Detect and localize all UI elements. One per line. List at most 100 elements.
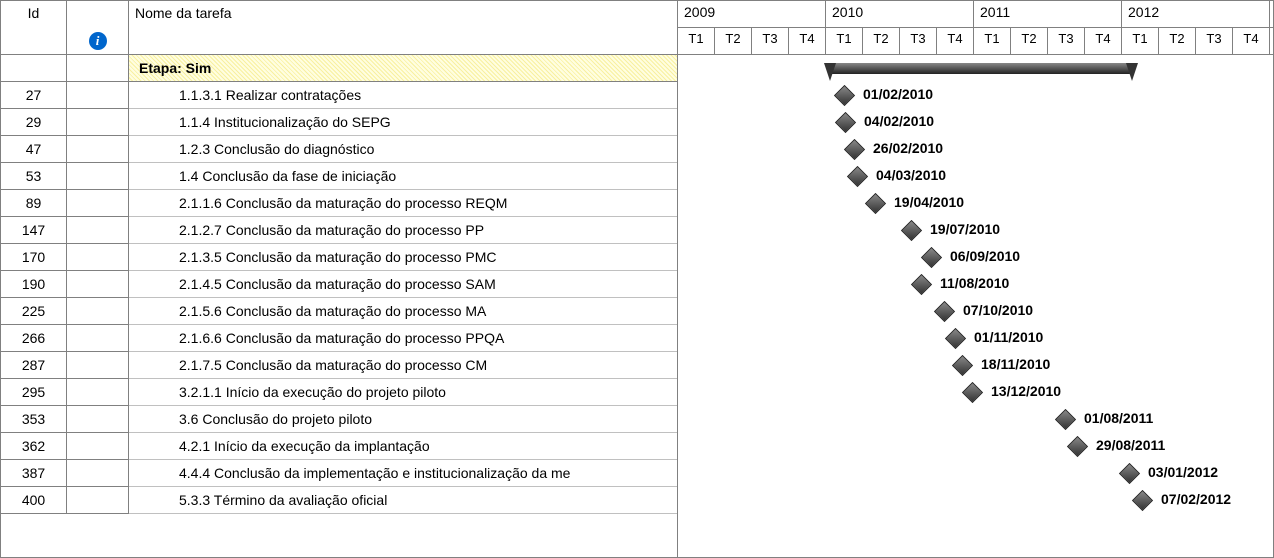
table-row[interactable]: 147 2.1.2.7 Conclusão da maturação do pr… — [1, 217, 677, 244]
milestone-date-label: 04/03/2010 — [876, 167, 946, 183]
quarter-header[interactable]: T1 — [1122, 28, 1159, 54]
milestone-diamond[interactable] — [844, 139, 865, 160]
quarter-header[interactable]: T4 — [789, 28, 826, 54]
table-row[interactable]: 387 4.4.4 Conclusão da implementação e i… — [1, 460, 677, 487]
table-row[interactable]: 295 3.2.1.1 Início da execução do projet… — [1, 379, 677, 406]
quarter-header[interactable]: T2 — [715, 28, 752, 54]
info-icon: i — [89, 32, 107, 50]
cell-task-group: Etapa: Sim — [129, 55, 677, 82]
table-row[interactable]: 190 2.1.4.5 Conclusão da maturação do pr… — [1, 271, 677, 298]
cell-id: 353 — [1, 406, 67, 433]
milestone-date-label: 29/08/2011 — [1096, 437, 1165, 453]
quarter-header[interactable]: T3 — [900, 28, 937, 54]
milestone-diamond[interactable] — [901, 220, 922, 241]
gantt-row: 29/08/2011 — [678, 433, 1273, 460]
quarter-header[interactable]: T3 — [1048, 28, 1085, 54]
table-row[interactable]: 89 2.1.1.6 Conclusão da maturação do pro… — [1, 190, 677, 217]
gantt-row: 07/10/2010 — [678, 298, 1273, 325]
gantt-area[interactable]: 01/02/201004/02/201026/02/201004/03/2010… — [678, 55, 1273, 557]
milestone-diamond[interactable] — [1055, 409, 1076, 430]
milestone-date-label: 07/02/2012 — [1161, 491, 1231, 507]
table-row[interactable]: 266 2.1.6.6 Conclusão da maturação do pr… — [1, 325, 677, 352]
milestone-diamond[interactable] — [934, 301, 955, 322]
quarter-header[interactable]: T4 — [1233, 28, 1270, 54]
milestone-date-label: 13/12/2010 — [991, 383, 1061, 399]
milestone-diamond[interactable] — [911, 274, 932, 295]
table-row[interactable]: 53 1.4 Conclusão da fase de iniciação — [1, 163, 677, 190]
cell-info — [67, 55, 129, 82]
gantt-row: 18/11/2010 — [678, 352, 1273, 379]
cell-id: 27 — [1, 82, 67, 109]
milestone-diamond[interactable] — [834, 85, 855, 106]
quarter-header[interactable]: T3 — [752, 28, 789, 54]
table-row[interactable]: 362 4.2.1 Início da execução da implanta… — [1, 433, 677, 460]
cell-id: 47 — [1, 136, 67, 163]
table-row[interactable]: 400 5.3.3 Término da avaliação oficial — [1, 487, 677, 514]
gantt-row: 19/04/2010 — [678, 190, 1273, 217]
gantt-panel: 2009201020112012 T1T2T3T4T1T2T3T4T1T2T3T… — [678, 1, 1273, 557]
cell-task: 1.1.3.1 Realizar contratações — [129, 82, 677, 109]
cell-id: 362 — [1, 433, 67, 460]
milestone-diamond[interactable] — [835, 112, 856, 133]
header-info[interactable]: i — [67, 1, 129, 54]
cell-id: 190 — [1, 271, 67, 298]
cell-id: 387 — [1, 460, 67, 487]
milestone-diamond[interactable] — [1067, 436, 1088, 457]
gantt-group-row — [678, 55, 1273, 82]
milestone-date-label: 04/02/2010 — [864, 113, 934, 129]
gantt-row: 04/02/2010 — [678, 109, 1273, 136]
milestone-diamond[interactable] — [921, 247, 942, 268]
year-header[interactable]: 2009 — [678, 1, 826, 27]
cell-info — [67, 325, 129, 352]
cell-task: 1.4 Conclusão da fase de iniciação — [129, 163, 677, 190]
quarter-header[interactable]: T4 — [937, 28, 974, 54]
quarter-header[interactable]: T1 — [826, 28, 863, 54]
table-header: Id i Nome da tarefa — [1, 1, 677, 55]
cell-id: 147 — [1, 217, 67, 244]
cell-task: 1.1.4 Institucionalização do SEPG — [129, 109, 677, 136]
milestone-diamond[interactable] — [865, 193, 886, 214]
milestone-date-label: 19/04/2010 — [894, 194, 964, 210]
gantt-row: 26/02/2010 — [678, 136, 1273, 163]
table-row[interactable]: 170 2.1.3.5 Conclusão da maturação do pr… — [1, 244, 677, 271]
table-row[interactable]: 287 2.1.7.5 Conclusão da maturação do pr… — [1, 352, 677, 379]
header-task[interactable]: Nome da tarefa — [129, 1, 677, 54]
milestone-diamond[interactable] — [962, 382, 983, 403]
milestone-date-label: 18/11/2010 — [981, 356, 1050, 372]
gantt-row: 01/08/2011 — [678, 406, 1273, 433]
group-row[interactable]: Etapa: Sim — [1, 55, 677, 82]
table-row[interactable]: 27 1.1.3.1 Realizar contratações — [1, 82, 677, 109]
table-row[interactable]: 29 1.1.4 Institucionalização do SEPG — [1, 109, 677, 136]
year-header[interactable]: 2010 — [826, 1, 974, 27]
milestone-date-label: 06/09/2010 — [950, 248, 1020, 264]
quarter-header[interactable]: T2 — [863, 28, 900, 54]
quarter-header[interactable]: T1 — [974, 28, 1011, 54]
cell-id: 287 — [1, 352, 67, 379]
table-row[interactable]: 225 2.1.5.6 Conclusão da maturação do pr… — [1, 298, 677, 325]
task-rows: Etapa: Sim 27 1.1.3.1 Realizar contrataç… — [1, 55, 677, 557]
table-row[interactable]: 353 3.6 Conclusão do projeto piloto — [1, 406, 677, 433]
cell-task: 2.1.4.5 Conclusão da maturação do proces… — [129, 271, 677, 298]
header-id[interactable]: Id — [1, 1, 67, 54]
quarter-header[interactable]: T1 — [678, 28, 715, 54]
summary-bar[interactable] — [830, 63, 1132, 74]
milestone-diamond[interactable] — [1132, 490, 1153, 511]
quarter-header[interactable]: T2 — [1011, 28, 1048, 54]
milestone-diamond[interactable] — [945, 328, 966, 349]
year-header[interactable]: 2012 — [1122, 1, 1270, 27]
cell-id: 29 — [1, 109, 67, 136]
quarter-header[interactable]: T3 — [1196, 28, 1233, 54]
year-header[interactable]: 2011 — [974, 1, 1122, 27]
milestone-diamond[interactable] — [847, 166, 868, 187]
quarter-header[interactable]: T2 — [1159, 28, 1196, 54]
milestone-diamond[interactable] — [952, 355, 973, 376]
gantt-row: 06/09/2010 — [678, 244, 1273, 271]
table-row[interactable]: 47 1.2.3 Conclusão do diagnóstico — [1, 136, 677, 163]
milestone-date-label: 03/01/2012 — [1148, 464, 1218, 480]
milestone-date-label: 11/08/2010 — [940, 275, 1009, 291]
quarter-header[interactable]: T4 — [1085, 28, 1122, 54]
milestone-date-label: 07/10/2010 — [963, 302, 1033, 318]
cell-task: 1.2.3 Conclusão do diagnóstico — [129, 136, 677, 163]
cell-id: 266 — [1, 325, 67, 352]
milestone-diamond[interactable] — [1119, 463, 1140, 484]
